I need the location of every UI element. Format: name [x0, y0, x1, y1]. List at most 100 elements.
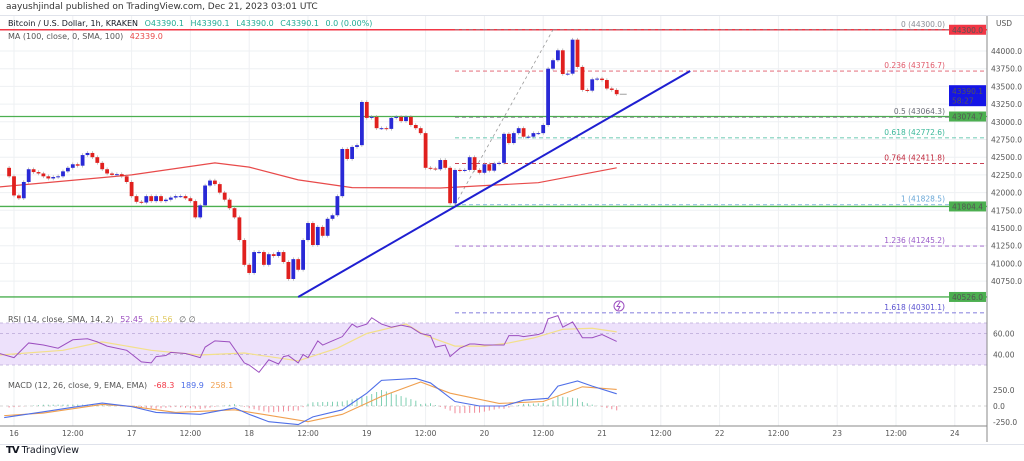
candle	[546, 66, 550, 127]
candle	[134, 194, 139, 204]
candle-body	[507, 133, 511, 144]
candle-body	[188, 198, 193, 202]
symbol-name[interactable]: Bitcoin / U.S. Dollar, 1h, KRAKEN	[8, 19, 139, 28]
candle-body	[330, 215, 335, 219]
candle	[497, 161, 501, 166]
candle	[369, 115, 374, 120]
candle-body	[252, 252, 256, 273]
price-tick-label: 43250.0	[991, 100, 1022, 109]
candle-body	[281, 252, 286, 262]
candle-body	[46, 176, 51, 179]
candle	[247, 263, 252, 275]
candle-body	[56, 176, 60, 178]
candle	[502, 132, 506, 165]
candle	[536, 131, 541, 135]
ma-legend[interactable]: MA (100, close, 0, SMA, 100) 42339.0	[8, 32, 167, 42]
candle	[90, 151, 95, 159]
candle-body	[575, 39, 580, 67]
tradingview-logo[interactable]: TV TradingView	[6, 445, 79, 457]
time-tick-label: 24	[950, 429, 960, 438]
price-tick-label: 41500.0	[991, 224, 1022, 233]
candle	[360, 100, 364, 147]
candle	[217, 182, 222, 195]
candle-body	[203, 185, 207, 206]
candle-body	[154, 196, 158, 202]
candle-body	[492, 163, 497, 171]
time-tick-label: 21	[597, 429, 607, 438]
candle-body	[614, 89, 619, 95]
candle	[570, 37, 575, 76]
time-tick-label: 20	[480, 429, 490, 438]
candle-body	[565, 73, 570, 75]
candle-body	[173, 196, 178, 198]
price-tick-label: 41000.0	[991, 259, 1022, 268]
candle	[227, 197, 232, 210]
candle	[149, 194, 154, 203]
candle-body	[497, 162, 501, 164]
candle	[438, 158, 443, 172]
candle-body	[139, 201, 144, 203]
candle-body	[291, 259, 296, 279]
symbol-legend: Bitcoin / U.S. Dollar, 1h, KRAKEN O43390…	[8, 19, 376, 29]
time-tick-label: 12:00	[297, 429, 319, 438]
candle	[203, 183, 207, 208]
candle	[31, 167, 36, 174]
candle-body	[61, 171, 65, 177]
candle	[119, 172, 124, 179]
candle	[139, 200, 144, 205]
candle-body	[301, 240, 305, 270]
rsi-legend[interactable]: RSI (14, close, SMA, 14, 2) 52.45 61.56 …	[8, 315, 200, 325]
candle-body	[227, 199, 232, 209]
candle	[575, 37, 580, 69]
logo-text: TradingView	[21, 445, 79, 456]
candle-body	[384, 128, 389, 130]
candle	[183, 194, 188, 201]
candle-body	[404, 116, 408, 122]
support-price-tag	[949, 201, 986, 212]
candle-body	[551, 60, 555, 69]
price-tick-label: 42250.0	[991, 171, 1022, 180]
lightning-icon-glyph	[616, 301, 621, 311]
time-tick-label: 12:00	[650, 429, 672, 438]
candle	[590, 77, 595, 93]
candle	[379, 126, 384, 130]
candle	[453, 168, 457, 205]
candle	[110, 171, 114, 177]
candle-body	[399, 116, 403, 122]
candle-body	[423, 133, 428, 168]
candle-body	[286, 261, 291, 279]
candle	[345, 147, 350, 161]
candle-body	[193, 201, 198, 218]
candle	[614, 88, 619, 96]
candles	[7, 37, 619, 281]
candle-body	[438, 160, 443, 170]
candle	[26, 167, 31, 184]
candle-body	[369, 116, 374, 118]
candle	[511, 131, 516, 145]
candle-body	[21, 181, 26, 199]
candle	[164, 197, 168, 203]
candle	[17, 193, 21, 201]
candle	[301, 238, 305, 272]
candle-body	[350, 146, 354, 159]
candle	[492, 161, 497, 173]
candle-body	[80, 155, 85, 166]
candle-body	[144, 196, 149, 203]
candle	[433, 166, 438, 172]
candle-body	[7, 167, 11, 177]
candle-body	[70, 164, 75, 168]
ohlc-close: C43390.1	[280, 19, 319, 28]
support-price-label: 41804.4	[952, 202, 983, 211]
candle-body	[335, 196, 340, 216]
candle-body	[168, 197, 173, 200]
fib-level-label: 0.764 (42411.8)	[884, 153, 945, 162]
ma-value: 42339.0	[129, 32, 163, 41]
candle-body	[482, 164, 487, 173]
candle	[394, 115, 399, 120]
candle-body	[115, 174, 119, 176]
macd-legend[interactable]: MACD (12, 26, close, 9, EMA, EMA) -68.3 …	[8, 381, 237, 391]
rsi-hidden-icons[interactable]: ∅ ∅	[179, 315, 196, 324]
candle-body	[443, 160, 448, 168]
time-tick-label: 23	[832, 429, 842, 438]
